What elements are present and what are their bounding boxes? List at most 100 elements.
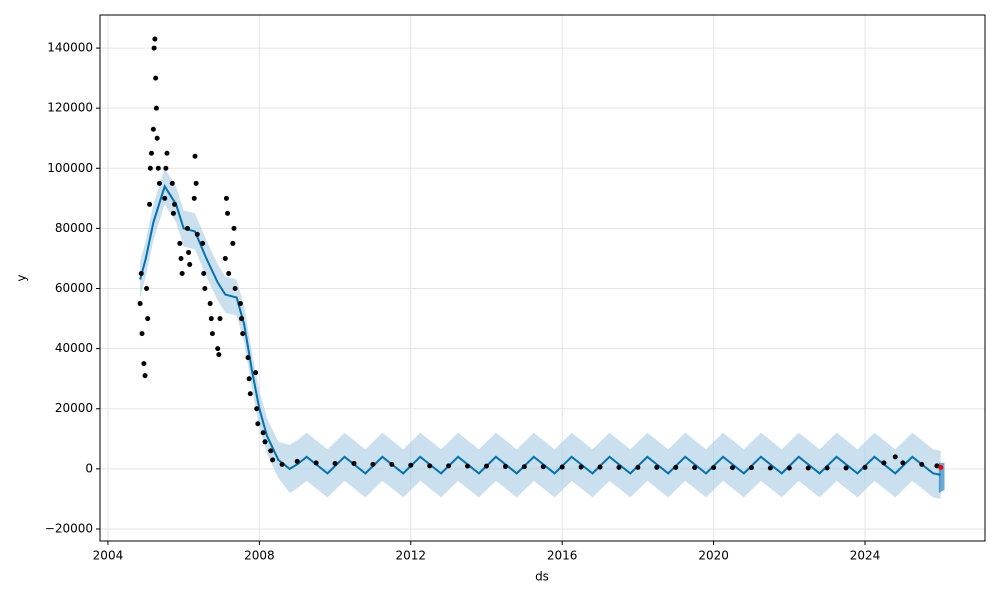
data-point	[169, 180, 175, 186]
data-point	[934, 463, 940, 469]
data-point	[892, 454, 898, 460]
data-point	[142, 373, 148, 379]
data-point	[231, 225, 237, 231]
x-tick-label: 2020	[698, 549, 729, 563]
data-point	[748, 465, 754, 471]
data-point	[145, 316, 151, 322]
uncertainty-band	[938, 462, 945, 493]
data-point	[217, 316, 223, 322]
data-point	[139, 331, 145, 337]
data-point	[144, 286, 150, 292]
data-point	[226, 270, 232, 276]
y-tick-label: 20000	[55, 401, 93, 415]
data-point	[270, 457, 276, 463]
data-point	[152, 36, 158, 42]
y-tick-label: 140000	[47, 41, 93, 55]
data-point	[240, 331, 246, 337]
data-point	[313, 460, 319, 466]
data-point	[192, 153, 198, 159]
y-tick-label: 0	[85, 461, 93, 475]
data-point	[246, 376, 252, 382]
y-tick-label: −20000	[45, 521, 93, 535]
data-point	[262, 439, 268, 445]
data-point	[137, 301, 143, 307]
uncertainty-band	[140, 168, 941, 499]
data-point	[253, 370, 259, 376]
data-point	[862, 464, 868, 470]
data-point	[446, 463, 452, 469]
x-tick-label: 2024	[850, 549, 881, 563]
data-point	[616, 464, 622, 470]
data-point	[427, 463, 433, 469]
data-point	[151, 45, 157, 51]
y-tick-label: 80000	[55, 221, 93, 235]
data-point	[230, 240, 236, 246]
data-point	[786, 465, 792, 471]
data-point	[187, 261, 193, 267]
data-point	[201, 270, 207, 276]
data-point	[147, 165, 153, 171]
data-point	[170, 210, 176, 216]
data-point	[483, 463, 489, 469]
y-tick-label: 60000	[55, 281, 93, 295]
data-point	[179, 270, 185, 276]
data-point	[711, 465, 717, 471]
data-point	[370, 461, 376, 467]
data-point	[141, 361, 147, 367]
data-point	[673, 464, 679, 470]
x-tick-label: 2016	[547, 549, 578, 563]
y-tick-label: 100000	[47, 161, 93, 175]
data-point	[162, 195, 168, 201]
x-tick-label: 2004	[93, 549, 124, 563]
data-point	[147, 201, 153, 207]
y-tick-label: 40000	[55, 341, 93, 355]
data-point	[154, 135, 160, 141]
data-point	[260, 430, 266, 436]
data-point	[163, 165, 169, 171]
data-point	[247, 391, 253, 397]
data-point	[223, 195, 229, 201]
data-point	[900, 460, 906, 466]
y-axis-label: y	[15, 274, 29, 281]
data-point	[805, 465, 811, 471]
data-point	[225, 210, 231, 216]
data-point	[692, 465, 698, 471]
y-tick-label: 120000	[47, 101, 93, 115]
data-point	[153, 105, 159, 111]
data-point	[255, 421, 261, 427]
data-point	[767, 465, 773, 471]
data-point	[254, 406, 260, 412]
data-point	[502, 463, 508, 469]
data-point	[153, 75, 159, 81]
data-point	[408, 462, 414, 468]
data-point	[215, 346, 221, 352]
plot-frame	[99, 14, 986, 542]
data-point	[578, 464, 584, 470]
data-point	[654, 464, 660, 470]
x-tick-label: 2012	[395, 549, 426, 563]
data-point	[294, 458, 300, 464]
data-point	[239, 316, 245, 322]
data-point	[216, 352, 222, 358]
data-point	[389, 461, 395, 467]
data-point	[245, 355, 251, 361]
data-point	[237, 301, 243, 307]
data-point	[222, 255, 228, 261]
data-point	[332, 460, 338, 466]
data-point	[150, 126, 156, 132]
data-point	[194, 231, 200, 237]
data-point	[881, 460, 887, 466]
data-point	[191, 195, 197, 201]
data-point	[824, 465, 830, 471]
forecast-line	[139, 183, 941, 476]
data-point	[208, 316, 214, 322]
data-point	[155, 165, 161, 171]
data-point	[938, 464, 944, 470]
data-point	[193, 180, 199, 186]
data-point	[521, 464, 527, 470]
data-point	[172, 201, 178, 207]
data-point	[178, 255, 184, 261]
data-point	[184, 225, 190, 231]
data-point	[919, 461, 925, 467]
